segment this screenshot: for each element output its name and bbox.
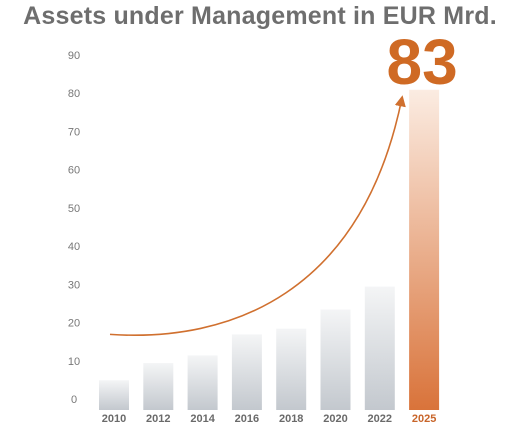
- bars: [99, 89, 440, 410]
- x-tick-label: 2016: [235, 413, 259, 425]
- x-axis: 2010 2012 2014 2016 2018 2020 2022 2025: [102, 413, 437, 425]
- y-tick-label: 90: [68, 50, 80, 62]
- x-tick-label: 2022: [368, 413, 392, 425]
- bar: [320, 309, 351, 410]
- highlight-value-label: 83: [387, 26, 458, 98]
- y-tick-label: 10: [68, 356, 80, 368]
- x-tick-label: 2010: [102, 413, 126, 425]
- bar: [276, 328, 307, 410]
- chart-title: Assets under Management in EUR Mrd.: [23, 2, 497, 30]
- x-tick-label: 2020: [323, 413, 347, 425]
- bar: [364, 286, 395, 410]
- y-tick-label: 40: [68, 241, 80, 253]
- growth-arrow: [109, 95, 406, 336]
- y-tick-label: 50: [68, 203, 80, 215]
- x-tick-label: 2014: [190, 413, 215, 425]
- x-tick-label: 2025: [412, 413, 436, 425]
- y-tick-label: 80: [68, 88, 80, 100]
- bar: [187, 355, 218, 410]
- y-tick-label: 70: [68, 126, 80, 138]
- bar: [143, 363, 174, 410]
- bar-highlight: [409, 89, 440, 410]
- x-tick-label: 2012: [146, 413, 170, 425]
- bar: [231, 334, 262, 410]
- y-tick-label: 30: [68, 279, 80, 291]
- y-axis: 0 10 20 30 40 50 60 70 80 90: [68, 50, 80, 406]
- bar: [99, 380, 129, 410]
- y-tick-label: 0: [71, 394, 77, 406]
- y-tick-label: 60: [68, 165, 80, 177]
- y-tick-label: 20: [68, 318, 80, 330]
- x-tick-label: 2018: [279, 413, 303, 425]
